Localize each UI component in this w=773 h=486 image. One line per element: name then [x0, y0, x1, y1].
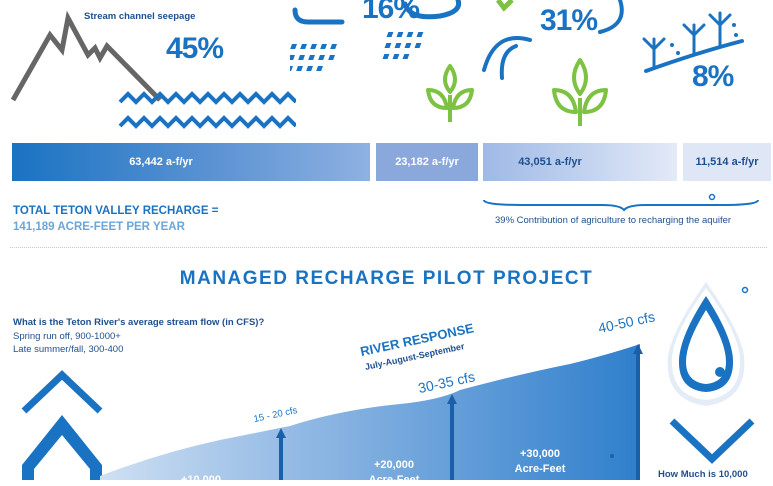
section-divider	[10, 247, 767, 248]
river-response-area	[100, 344, 643, 480]
tributary-icon	[642, 11, 744, 73]
bar-segment-1: 63,442 a-f/yr	[12, 143, 370, 181]
recharge-amount-2: +20,000	[373, 459, 415, 471]
irrigation-percent: 31%	[540, 4, 598, 37]
section-title: MANAGED RECHARGE PILOT PROJECT	[179, 268, 594, 289]
bar-segment-3-label: 43,051 a-f/yr	[518, 156, 582, 168]
total-recharge-line-2: 141,189 ACRE-FEET PER YEAR	[13, 221, 185, 233]
question-title: What is the Teton River's average stream…	[13, 317, 265, 328]
bar-segment-3: 43,051 a-f/yr	[483, 143, 677, 181]
bar-segment-4-label: 11,514 a-f/yr	[695, 156, 759, 168]
agriculture-note: 39% Contribution of agriculture to recha…	[495, 215, 732, 226]
agriculture-bracket-icon	[483, 193, 759, 212]
bar-segment-1-label: 63,442 a-f/yr	[129, 156, 193, 168]
irrigation-icon	[426, 0, 624, 126]
how-much-label: How Much is 10,000	[658, 469, 748, 480]
bar-segment-2-label: 23,182 a-f/yr	[395, 156, 459, 168]
water-waves-icon	[118, 91, 296, 129]
recharge-amount-3: +30,000	[519, 448, 561, 460]
mountain-icon	[10, 10, 162, 102]
recharge-unit-3: Acre-Feet	[514, 463, 566, 475]
question-late: Late summer/fall, 300-400	[13, 344, 124, 355]
water-drop-icon	[667, 282, 749, 406]
chevron-down-icon	[669, 418, 755, 464]
rain-cloud-icon	[290, 0, 462, 71]
tributary-percent: 8%	[692, 60, 734, 93]
chevron-up-icon	[21, 370, 103, 480]
recharge-amount-1: +10,000	[180, 474, 222, 486]
bar-segment-4: 11,514 a-f/yr	[683, 143, 771, 181]
precipitation-percent: 16%	[362, 0, 420, 25]
seepage-label: Stream channel seepage	[84, 11, 196, 22]
question-spring: Spring run off, 900-1000+	[13, 331, 121, 342]
total-recharge-line-1: TOTAL TETON VALLEY RECHARGE =	[13, 205, 219, 217]
recharge-unit-2: Acre-Feet	[368, 474, 420, 486]
seepage-percent: 45%	[166, 32, 224, 65]
bar-segment-2: 23,182 a-f/yr	[376, 143, 478, 181]
